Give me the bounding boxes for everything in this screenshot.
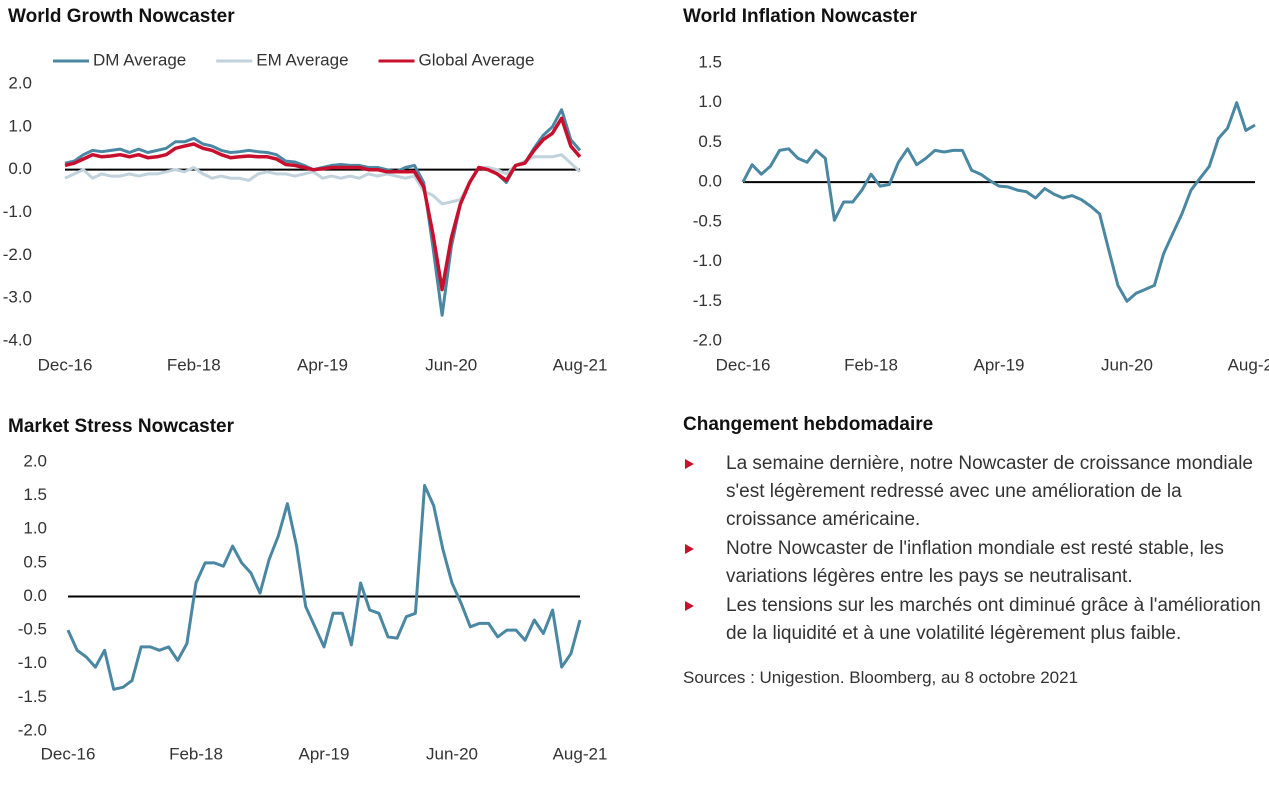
x-tick-label: Apr-19: [298, 744, 349, 763]
x-tick-label: Dec-16: [716, 355, 771, 374]
x-tick-label: Jun-20: [1101, 355, 1153, 374]
y-tick-label: -1.0: [693, 251, 722, 270]
y-tick-label: -0.5: [693, 211, 722, 230]
y-tick-label: -1.5: [18, 687, 47, 706]
y-tick-label: 1.5: [23, 485, 47, 504]
y-tick-label: 0.0: [8, 159, 32, 178]
y-tick-label: 0.5: [23, 552, 47, 571]
y-tick-label: -4.0: [3, 330, 32, 349]
y-tick-label: 2.0: [23, 451, 47, 470]
data-line: [64, 116, 582, 292]
y-tick-label: -3.0: [3, 288, 32, 307]
source-note: Sources : Unigestion. Bloomberg, au 8 oc…: [683, 668, 1079, 687]
legend-label: EM Average: [256, 50, 348, 69]
y-tick-label: -2.0: [3, 245, 32, 264]
bullet-list: La semaine dernière, notre Nowcaster de …: [683, 450, 1263, 648]
bullet: Notre Nowcaster de l'inflation mondiale …: [683, 535, 1263, 591]
chart-title: World Growth Nowcaster: [8, 6, 235, 27]
x-tick-label: Feb-18: [167, 355, 221, 374]
legend-label: Global Average: [419, 50, 535, 69]
x-tick-label: Dec-16: [41, 744, 96, 763]
y-tick-label: 1.0: [8, 116, 32, 135]
y-tick-label: -2.0: [693, 330, 722, 349]
x-tick-label: Dec-16: [38, 355, 93, 374]
y-tick-label: -2.0: [18, 720, 47, 739]
y-tick-label: -1.0: [3, 202, 32, 221]
x-tick-label: Aug-21: [553, 744, 608, 763]
data-line: [66, 484, 582, 691]
x-tick-label: Aug-21: [1228, 355, 1269, 374]
x-tick-label: Jun-20: [425, 355, 477, 374]
data-line: [64, 153, 582, 206]
x-tick-label: Jun-20: [426, 744, 478, 763]
x-tick-label: Apr-19: [297, 355, 348, 374]
legend-label: DM Average: [93, 50, 186, 69]
data-line: [741, 101, 1256, 303]
x-tick-label: Feb-18: [844, 355, 898, 374]
data-line: [64, 108, 582, 317]
y-tick-label: -0.5: [18, 620, 47, 639]
x-tick-label: Apr-19: [973, 355, 1024, 374]
commentary: Changement hebdomadaire La semaine derni…: [683, 414, 1263, 688]
commentary-title: Changement hebdomadaire: [683, 414, 934, 435]
chart-title: World Inflation Nowcaster: [683, 6, 918, 27]
y-tick-label: 0.5: [698, 132, 722, 151]
x-tick-label: Aug-21: [553, 355, 608, 374]
y-tick-label: 0.0: [698, 172, 722, 191]
y-tick-label: -1.0: [18, 653, 47, 672]
y-tick-label: -1.5: [693, 291, 722, 310]
y-tick-label: 2.0: [8, 73, 32, 92]
y-tick-label: 0.0: [23, 586, 47, 605]
y-tick-label: 1.0: [698, 92, 722, 111]
bullet: La semaine dernière, notre Nowcaster de …: [683, 450, 1263, 534]
y-tick-label: 1.5: [698, 52, 722, 71]
y-tick-label: 1.0: [23, 519, 47, 538]
x-tick-label: Feb-18: [169, 744, 223, 763]
bullet: Les tensions sur les marchés ont diminué…: [683, 592, 1263, 648]
chart-title: Market Stress Nowcaster: [8, 416, 235, 437]
